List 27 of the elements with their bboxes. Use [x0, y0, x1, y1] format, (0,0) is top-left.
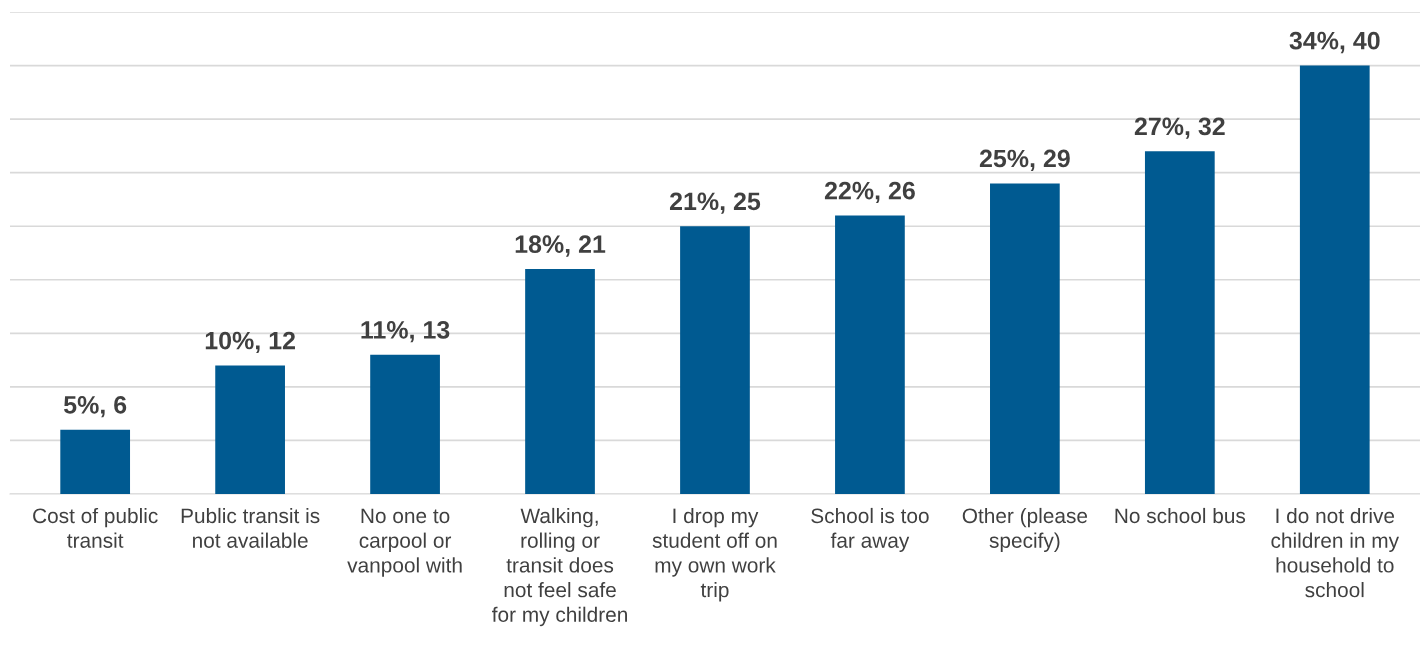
data-label: 22%, 26	[824, 181, 915, 204]
data-label: 27%, 32	[1134, 117, 1225, 139]
bar	[990, 183, 1060, 494]
x-tick-label: Other (please specify)	[962, 507, 1088, 553]
data-label: 11%, 13	[361, 321, 450, 343]
bar	[835, 215, 905, 494]
data-label: 10%, 12	[205, 331, 295, 354]
x-tick-label: No one to carpool or vanpool with	[347, 508, 462, 577]
x-tick-label: School is too far away	[811, 507, 929, 553]
bar	[525, 269, 595, 494]
x-tick-label: Cost of public transit	[33, 507, 158, 548]
bar	[370, 354, 440, 494]
data-label: 34%, 40	[1289, 31, 1380, 54]
x-tick-label: I drop my student off on my own work trip	[652, 507, 777, 602]
data-label: 18%, 21	[515, 235, 606, 257]
x-tick-label: No school bus	[1115, 507, 1246, 524]
x-tick-label: I do not drive children in my household to school	[1271, 507, 1399, 598]
bar	[215, 365, 285, 494]
data-label: 25%, 29	[979, 149, 1070, 171]
data-label: 21%, 25	[669, 192, 761, 214]
data-label: 5%, 6	[63, 395, 127, 418]
x-tick-label: Walking, rolling or transit does not feel safe for my children	[492, 507, 627, 627]
x-tick-label: Public transit is not available	[181, 507, 320, 548]
bar	[1144, 151, 1215, 494]
bar	[680, 226, 750, 494]
bar	[1299, 65, 1370, 494]
bar	[60, 429, 131, 494]
